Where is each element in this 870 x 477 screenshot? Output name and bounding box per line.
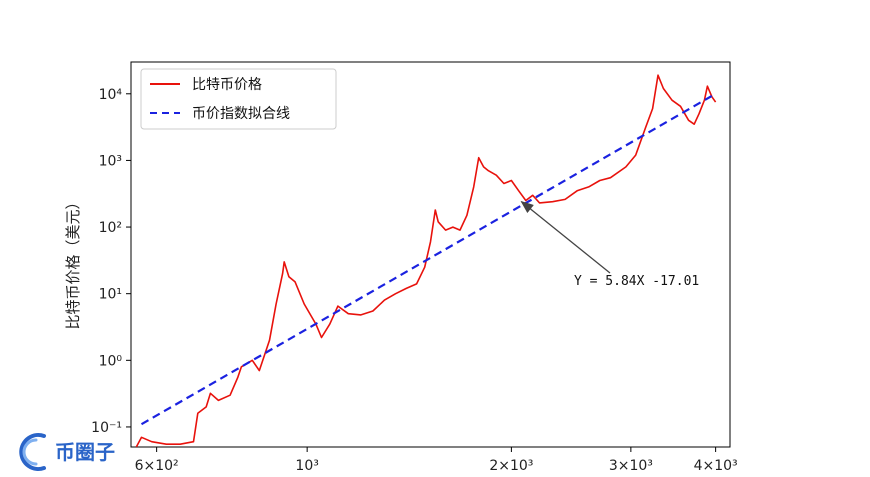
watermark-logo-arc-icon xyxy=(22,438,38,466)
legend-label-price: 比特币价格 xyxy=(192,77,262,93)
x-tick-label: 2×10³ xyxy=(489,458,533,474)
series-layer xyxy=(135,74,717,447)
x-tick-label: 4×10³ xyxy=(694,458,738,474)
y-tick-label: 10⁴ xyxy=(99,87,123,103)
watermark-text: 币圈子 xyxy=(55,440,115,464)
watermark: 币圈子 xyxy=(19,433,115,471)
y-tick-label: 10² xyxy=(99,220,122,236)
legend: 比特币价格 币价指数拟合线 xyxy=(140,68,337,130)
annotation: Y = 5.84X -17.01 xyxy=(520,200,699,289)
x-tick-label: 3×10³ xyxy=(609,458,653,474)
y-axis-label: 比特币价格（美元） xyxy=(64,194,82,329)
annotation-arrow xyxy=(520,200,611,274)
annotation-text: Y = 5.84X -17.01 xyxy=(574,274,699,289)
axis-ticks: 6×10² 10³ 2×10³ 3×10³ 4×10³ 10⁻¹ 10⁰ 10¹ 10² 10³ 1… xyxy=(91,87,737,474)
y-tick-label: 10¹ xyxy=(99,287,122,303)
y-tick-label: 10⁻¹ xyxy=(91,420,122,436)
watermark-logo-icon xyxy=(19,433,46,471)
fit-line xyxy=(140,92,717,426)
price-line xyxy=(135,74,717,447)
y-tick-label: 10⁰ xyxy=(99,353,123,369)
y-tick-label: 10³ xyxy=(99,153,122,169)
x-tick-label: 6×10² xyxy=(135,458,179,474)
legend-label-fit: 币价指数拟合线 xyxy=(192,106,290,122)
x-tick-label: 10³ xyxy=(295,458,318,474)
legend-box xyxy=(140,68,337,130)
